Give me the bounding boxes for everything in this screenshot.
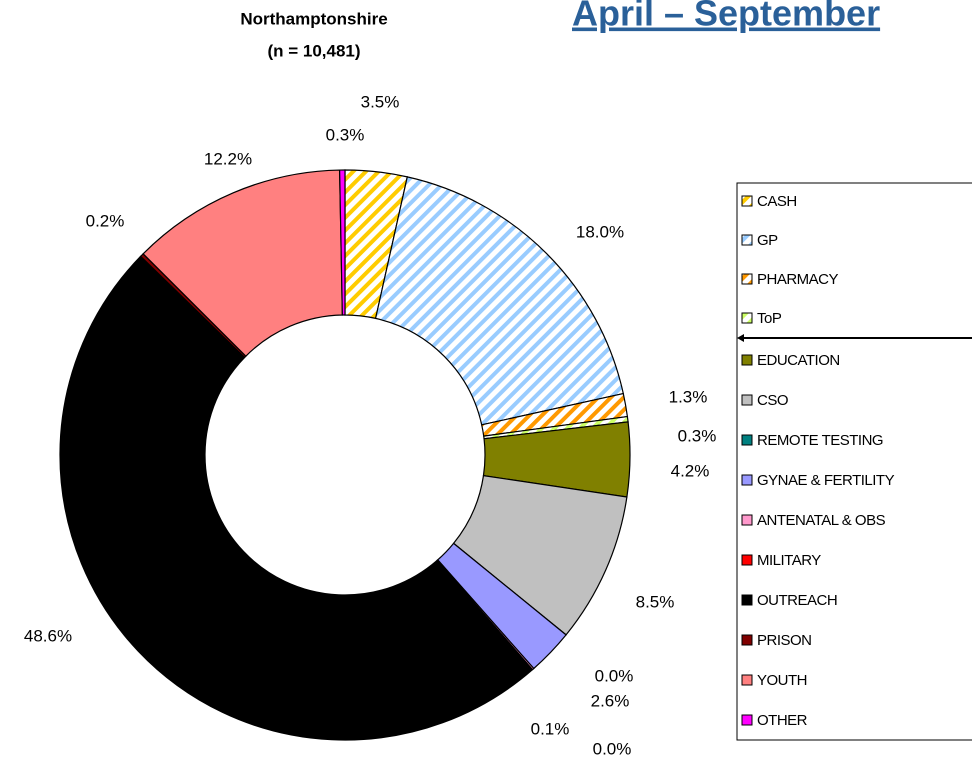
data-label: 0.3% [326,125,365,144]
data-label: 2.6% [591,691,630,710]
data-label: 0.1% [531,719,570,738]
data-label: 0.0% [593,739,632,758]
data-label: 3.5% [361,92,400,111]
donut [59,169,631,741]
legend-label: GYNAE & FERTILITY [757,472,895,489]
legend-label: YOUTH [757,672,807,689]
legend-swatch [741,273,753,285]
legend-label: CASH [757,193,797,210]
legend-label: ANTENATAL & OBS [757,512,886,529]
legend-label: PRISON [757,632,812,649]
data-label: 18.0% [576,222,624,241]
legend-arrow [737,334,744,342]
chart-subtitle: (n = 10,481) [267,41,360,60]
legend-label: OUTREACH [757,592,837,609]
legend-label: GP [757,232,778,249]
data-label: 12.2% [204,149,252,168]
legend-swatch [741,354,753,366]
legend-swatch [741,474,753,486]
legend-swatch [741,312,753,324]
legend-box [736,182,972,741]
legend-swatch [741,195,753,207]
donut-segment [59,255,534,741]
legend-swatch [741,594,753,606]
data-label: 8.5% [636,592,675,611]
legend-label: MILITARY [757,552,821,569]
legend-label: EDUCATION [757,352,840,369]
legend-label: REMOTE TESTING [757,432,883,449]
donut-segment [374,176,625,426]
data-label: 4.2% [671,461,710,480]
legend-label: CSO [757,392,788,409]
data-label: 0.0% [595,666,634,685]
legend-label: OTHER [757,712,808,729]
legend-swatch [741,234,753,246]
data-label: 1.3% [669,387,708,406]
legend-swatch [741,434,753,446]
header: April – September [572,0,880,34]
legend-swatch [741,554,753,566]
legend-swatch [741,634,753,646]
chart-title: Northamptonshire [240,9,387,28]
data-label: 0.2% [86,211,125,230]
legend-swatch [741,394,753,406]
legend-swatch [741,714,753,726]
data-label: 0.3% [678,426,717,445]
legend-swatch [741,674,753,686]
legend-swatch [741,514,753,526]
donut-segment [142,169,343,358]
legend-label: PHARMACY [757,271,839,288]
data-label: 48.6% [24,626,72,645]
donut-segment [339,169,346,316]
legend-label: ToP [757,310,782,327]
